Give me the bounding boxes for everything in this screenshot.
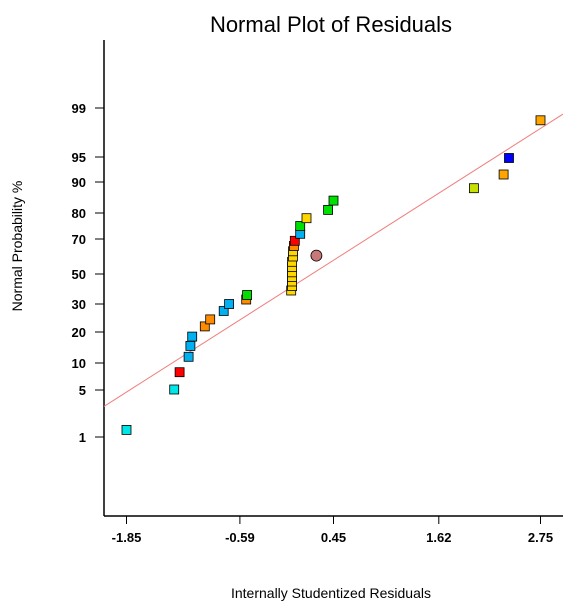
y-tick-label: 50 (72, 267, 86, 282)
x-tick-label: 2.75 (528, 530, 553, 545)
data-point (224, 299, 235, 309)
x-tick-label: 1.62 (426, 530, 451, 545)
y-tick-label: 30 (72, 297, 86, 312)
data-point (121, 424, 132, 435)
data-point (535, 115, 546, 126)
y-tick-label: 10 (72, 356, 86, 371)
y-tick-label: 80 (72, 206, 86, 221)
data-point (218, 306, 229, 316)
reference-line-layer (103, 113, 563, 407)
data-point (187, 331, 198, 342)
x-axis-ticks: -1.85 -0.59 0.45 1.62 2.75 (112, 516, 553, 545)
data-point (301, 213, 312, 224)
data-point (174, 367, 185, 378)
chart-title: Normal Plot of Residuals (210, 12, 452, 37)
x-tick-label: -1.85 (112, 530, 142, 545)
y-tick-label: 1 (79, 430, 86, 445)
x-axis-label: Internally Studentized Residuals (231, 585, 431, 601)
data-point (183, 351, 194, 362)
y-tick-label: 95 (72, 150, 86, 165)
data-point (205, 314, 216, 325)
data-point (289, 235, 300, 246)
data-point (498, 169, 509, 180)
y-tick-label: 70 (72, 232, 86, 247)
data-point (295, 221, 306, 231)
data-point (242, 290, 253, 300)
y-tick-label: 5 (79, 383, 86, 398)
y-tick-label: 90 (72, 175, 86, 190)
highlighted-data-point (310, 249, 323, 262)
data-point (328, 195, 339, 206)
x-tick-label: -0.59 (225, 530, 255, 545)
reference-line (103, 113, 563, 407)
y-tick-label: 20 (72, 325, 86, 340)
y-axis-ticks: 1 5 10 20 30 50 70 80 90 95 99 (72, 101, 104, 445)
data-points-layer (121, 115, 546, 435)
data-point (185, 340, 196, 351)
data-point (504, 153, 514, 163)
x-tick-label: 0.45 (321, 530, 346, 545)
data-point (169, 384, 180, 395)
data-point (323, 204, 334, 215)
data-point (468, 183, 479, 194)
plot-area (103, 40, 563, 517)
y-axis-label: Normal Probability % (9, 181, 25, 312)
data-point (199, 321, 210, 332)
y-tick-label: 99 (72, 101, 86, 116)
